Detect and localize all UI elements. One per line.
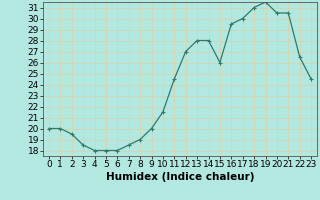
X-axis label: Humidex (Indice chaleur): Humidex (Indice chaleur): [106, 172, 254, 182]
